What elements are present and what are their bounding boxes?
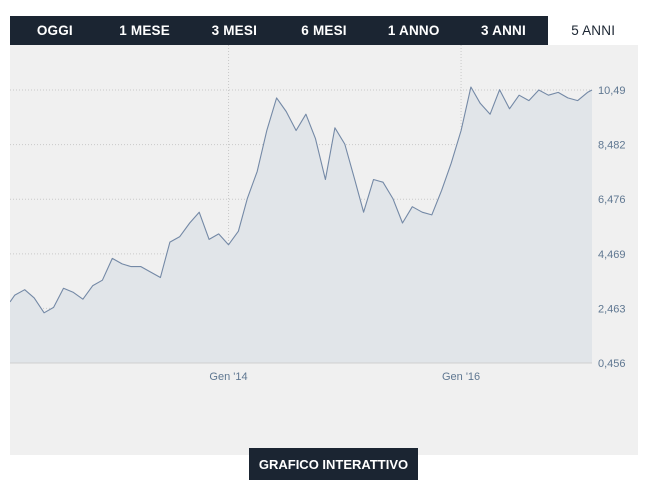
tab-3-mesi[interactable]: 3 MESI xyxy=(211,23,258,38)
y-tick-label: 10,49 xyxy=(598,85,626,97)
price-area xyxy=(10,87,592,363)
price-chart: 0,456 2,463 4,469 6,476 8,482 10,49 Gen '14 Gen… xyxy=(10,45,626,383)
x-tick-label: Gen '14 xyxy=(209,371,247,383)
y-tick-label: 6,476 xyxy=(598,194,626,206)
y-tick-label: 0,456 xyxy=(598,358,626,370)
price-line xyxy=(10,86,593,314)
tab-oggi[interactable]: OGGI xyxy=(36,23,73,38)
tab-1-mese[interactable]: 1 MESE xyxy=(119,23,170,38)
chart-panel: 0,456 2,463 4,469 6,476 8,482 10,49 Gen '14 Gen… xyxy=(10,45,638,480)
tab-5-anni[interactable]: 5 ANNI xyxy=(548,16,639,45)
x-tick-label: Gen '16 xyxy=(442,371,480,383)
y-tick-label: 4,469 xyxy=(598,249,626,261)
tab-6-mesi[interactable]: 6 MESI xyxy=(301,23,347,38)
interactive-chart-button[interactable]: GRAFICO INTERATTIVO xyxy=(249,448,418,480)
time-range-tabs: OGGI 1 MESE 3 MESI 6 MESI 1 ANNO 3 ANNI 5 ANNI xyxy=(10,16,639,45)
tab-1-anno[interactable]: 1 ANNO xyxy=(387,23,440,38)
y-tick-label: 8,482 xyxy=(598,140,626,152)
tab-3-anni[interactable]: 3 ANNI xyxy=(480,23,526,38)
y-tick-label: 2,463 xyxy=(598,303,626,315)
